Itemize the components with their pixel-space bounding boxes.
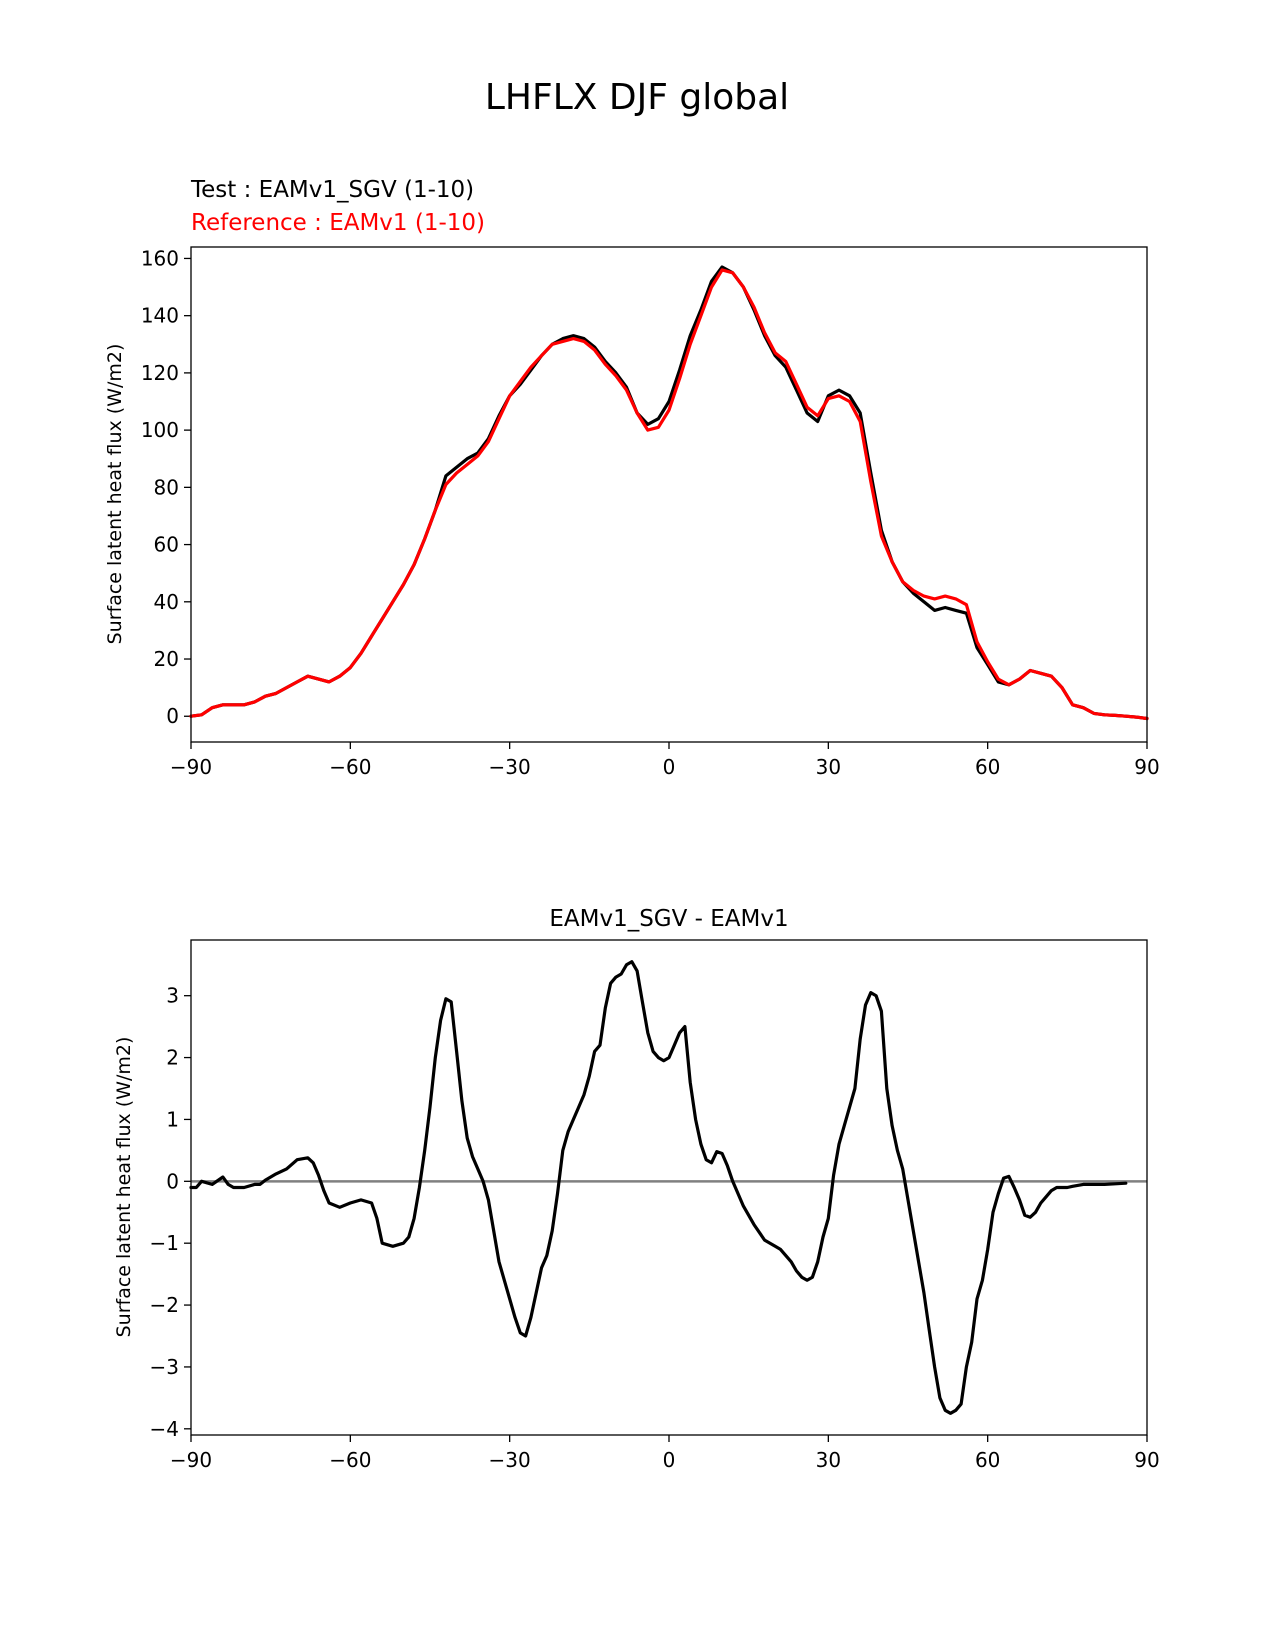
difference-series-layer — [189, 960, 1147, 1415]
profile-x-tick-label: 90 — [1134, 755, 1159, 779]
profile-y-tick-label: 80 — [154, 475, 179, 499]
profile-y-tick-label: 140 — [141, 304, 179, 328]
profile-series-reference-line — [189, 268, 1149, 721]
profile-y-tick-label: 20 — [154, 647, 179, 671]
difference-title: EAMv1_SGV - EAMv1 — [549, 906, 788, 932]
difference-x-tick-label: 30 — [816, 1448, 841, 1472]
profile-x-tick-label: −30 — [489, 755, 531, 779]
reference-legend-label: Reference : EAMv1 (1-10) — [191, 210, 485, 236]
profile-y-tick-label: 0 — [166, 704, 179, 728]
difference-series-difference-line — [189, 960, 1128, 1415]
figure-title: LHFLX DJF global — [485, 77, 789, 118]
profile-x-tick-label: 60 — [975, 755, 1000, 779]
difference-y-tick-label: −3 — [150, 1355, 179, 1379]
profile-axis-layer: −90 −60 −30 0 30 60 90 0 20 40 60 80 100 120 140 160 — [141, 246, 1160, 779]
difference-x-tick-label: −60 — [329, 1448, 371, 1472]
difference-x-tick-label: 60 — [975, 1448, 1000, 1472]
difference-y-tick-label: −4 — [150, 1417, 179, 1441]
difference-y-tick-label: −1 — [150, 1231, 179, 1255]
difference-x-tick-label: −90 — [170, 1448, 212, 1472]
difference-y-tick-label: 1 — [166, 1107, 179, 1131]
profile-x-tick-label: −90 — [170, 755, 212, 779]
profile-y-tick-label: 60 — [154, 533, 179, 557]
difference-axis-layer: −90 −60 −30 0 30 60 90 −4 −3 −2 −1 0 1 2 3 — [150, 984, 1160, 1472]
profile-y-tick-label: 100 — [141, 418, 179, 442]
test-legend-label: Test : EAMv1_SGV (1-10) — [190, 177, 474, 203]
profile-y-tick-label: 120 — [141, 361, 179, 385]
difference-y-tick-label: 0 — [166, 1169, 179, 1193]
difference-y-axis-label: Surface latent heat flux (W/m2) — [113, 1037, 135, 1338]
profile-x-tick-label: 30 — [816, 755, 841, 779]
difference-x-tick-label: 0 — [663, 1448, 676, 1472]
profile-x-tick-label: 0 — [663, 755, 676, 779]
profile-panel: Test : EAMv1_SGV (1-10) Reference : EAMv… — [104, 177, 1160, 779]
difference-plot-frame — [190, 939, 1148, 1436]
profile-y-tick-label: 160 — [141, 246, 179, 270]
profile-series-layer — [189, 265, 1149, 721]
profile-x-tick-label: −60 — [329, 755, 371, 779]
profile-y-axis-label: Surface latent heat flux (W/m2) — [104, 344, 126, 645]
difference-x-tick-label: −30 — [489, 1448, 531, 1472]
difference-y-tick-label: 3 — [166, 984, 179, 1008]
difference-panel: EAMv1_SGV - EAMv1 −90 −60 −30 0 30 60 90−4−3−2… — [113, 906, 1160, 1472]
difference-y-tick-label: −2 — [150, 1293, 179, 1317]
difference-y-tick-label: 2 — [166, 1046, 179, 1070]
profile-y-tick-label: 40 — [154, 590, 179, 614]
difference-x-tick-label: 90 — [1134, 1448, 1159, 1472]
profile-plot-frame — [190, 246, 1148, 743]
